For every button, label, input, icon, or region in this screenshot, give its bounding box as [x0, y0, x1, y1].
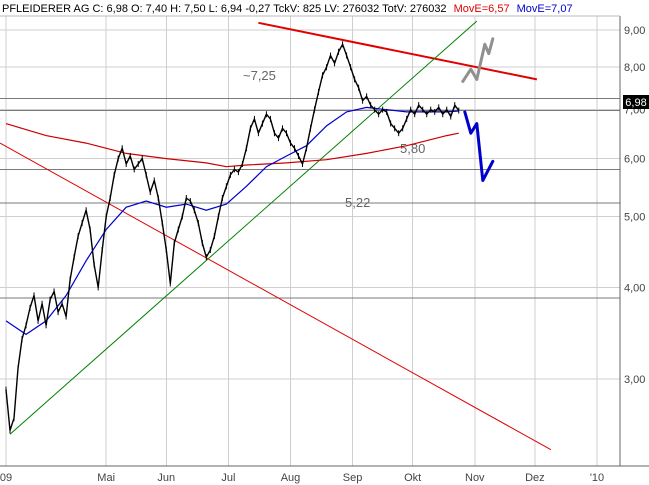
header-mova-blue: MovE=7,07: [517, 3, 573, 15]
x-tick-label: 09: [0, 472, 12, 484]
header-mova-red: MovE=6,57: [454, 3, 510, 15]
x-tick-label: Nov: [465, 472, 485, 484]
x-tick-label: '10: [590, 472, 604, 484]
current-price-box: [623, 95, 649, 109]
trendline: [0, 142, 552, 451]
y-tick-label: 3,00: [624, 374, 645, 386]
forecast-arrow: [463, 110, 495, 182]
moving-averages: [5, 106, 459, 336]
price-series: [5, 41, 460, 434]
forecast-arrow: [461, 37, 495, 83]
forecast-arrows: [461, 37, 495, 182]
level-label: 5,22: [345, 195, 370, 210]
level-label: 5,80: [400, 141, 425, 156]
x-tick-label: Jun: [157, 472, 175, 484]
level-label: ~7,25: [243, 68, 276, 83]
trendlines: [0, 20, 552, 451]
axes: 09 Mai Jun Jul Aug Sep Okt Nov Dez '109,008,007,0…: [0, 15, 649, 484]
grid-lines: [0, 16, 620, 466]
y-tick-label: 4,00: [624, 282, 645, 294]
y-tick-label: 9,00: [624, 25, 645, 37]
x-tick-label: Aug: [281, 472, 301, 484]
trendline: [258, 21, 538, 81]
x-tick-label: Sep: [343, 472, 363, 484]
x-tick-label: Jul: [221, 472, 235, 484]
horizontal-levels: ~7,25 5,80 5,22: [0, 68, 620, 299]
price-line: [5, 43, 460, 432]
trendline: [9, 20, 478, 435]
moving-average-red: [5, 123, 459, 168]
chart-header: PFLEIDERER AG C: 6,98 O: 7,40 H: 7,50 L:…: [2, 3, 573, 15]
x-tick-label: Okt: [404, 472, 421, 484]
moving-average-blue: [5, 106, 459, 336]
y-tick-label: 6,00: [624, 154, 645, 166]
x-tick-label: Dez: [525, 472, 545, 484]
y-tick-label: 8,00: [624, 62, 645, 74]
y-tick-label: 5,00: [624, 212, 645, 224]
x-tick-label: Mai: [97, 472, 115, 484]
current-price-label: 6,98: [625, 97, 646, 109]
header-label: PFLEIDERER AG C: 6,98 O: 7,40 H: 7,50 L:…: [2, 3, 447, 15]
